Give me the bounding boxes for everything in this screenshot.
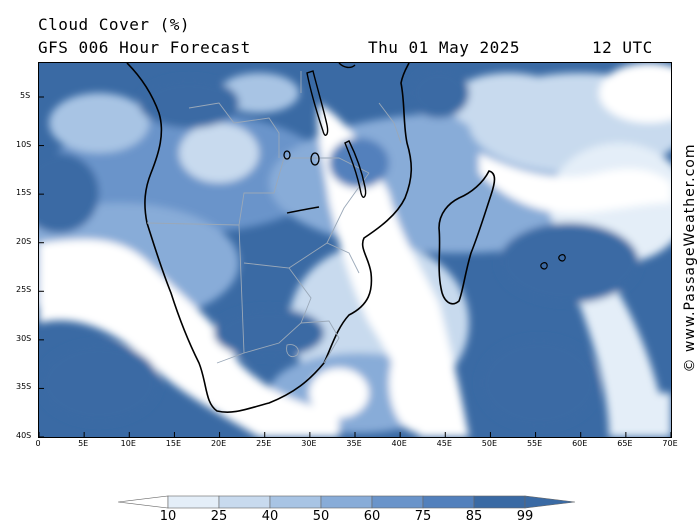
lon-label: 65E xyxy=(617,439,633,448)
lake-kariba xyxy=(286,206,320,214)
lon-label: 20E xyxy=(210,439,227,448)
legend-swatch xyxy=(371,495,424,509)
forecast-time: 12 UTC xyxy=(592,38,653,57)
lake-victoria xyxy=(338,63,356,69)
lat-label: 25S xyxy=(16,285,32,295)
lon-label: 25E xyxy=(256,439,272,448)
lat-label: 30S xyxy=(16,333,32,343)
cloud-cover-legend xyxy=(118,495,576,509)
lat-label: 10S xyxy=(16,139,32,149)
legend-label: 75 xyxy=(414,509,432,524)
legend-swatch xyxy=(269,495,322,509)
legend-swatch xyxy=(422,495,475,509)
map-title: Cloud Cover (%) xyxy=(38,15,190,34)
site-watermark: © www.PassageWeather.com xyxy=(682,143,698,373)
madagascar-coastline xyxy=(438,170,496,305)
legend-label: 50 xyxy=(312,509,330,524)
legend-swatch xyxy=(320,495,373,509)
lat-label: 20S xyxy=(16,236,32,246)
forecast-date: Thu 01 May 2025 xyxy=(368,38,520,57)
lesotho-border xyxy=(286,344,299,357)
lon-label: 40E xyxy=(391,439,407,448)
lat-label: 15S xyxy=(16,188,32,198)
legend-label: 40 xyxy=(261,509,279,524)
lon-label: 5E xyxy=(78,439,89,448)
lake-bangweulu xyxy=(283,150,291,160)
legend-label: 25 xyxy=(210,509,228,524)
lon-label: 60E xyxy=(572,439,588,448)
reunion-coast xyxy=(558,254,566,262)
lat-label: 40S xyxy=(16,431,32,440)
lake-tanganyika xyxy=(306,70,329,136)
lat-label: 5S xyxy=(20,91,31,100)
lon-label: 55E xyxy=(526,439,543,448)
lon-label: 10E xyxy=(120,439,136,448)
legend-swatch xyxy=(218,495,271,509)
lon-label: 0 xyxy=(35,439,41,448)
legend-label: 85 xyxy=(465,509,483,524)
lon-label: 45E xyxy=(436,439,452,448)
lake-malawi xyxy=(344,140,367,198)
lon-label: 15E xyxy=(165,439,182,448)
lon-label: 30E xyxy=(301,439,317,448)
legend-label: 60 xyxy=(363,509,381,524)
africa-coastline xyxy=(126,63,413,413)
legend-arrow-low xyxy=(118,495,169,509)
map-graticule xyxy=(39,96,671,437)
lon-label: 35E xyxy=(346,439,362,448)
legend-arrow-high xyxy=(524,495,576,509)
legend-label: 99 xyxy=(516,509,534,524)
cloud-cover-map xyxy=(38,62,672,438)
lake-mweru xyxy=(310,152,320,166)
mauritius-coast xyxy=(540,262,548,270)
lat-label: 35S xyxy=(16,382,32,392)
legend-swatch xyxy=(167,495,220,509)
lon-label: 70E xyxy=(662,439,678,448)
map-canvas xyxy=(39,63,671,437)
country-borders xyxy=(146,71,402,364)
legend-swatch xyxy=(473,495,526,509)
legend-label: 10 xyxy=(159,509,177,524)
lon-label: 50E xyxy=(481,439,498,448)
model-label: GFS 006 Hour Forecast xyxy=(38,38,251,57)
